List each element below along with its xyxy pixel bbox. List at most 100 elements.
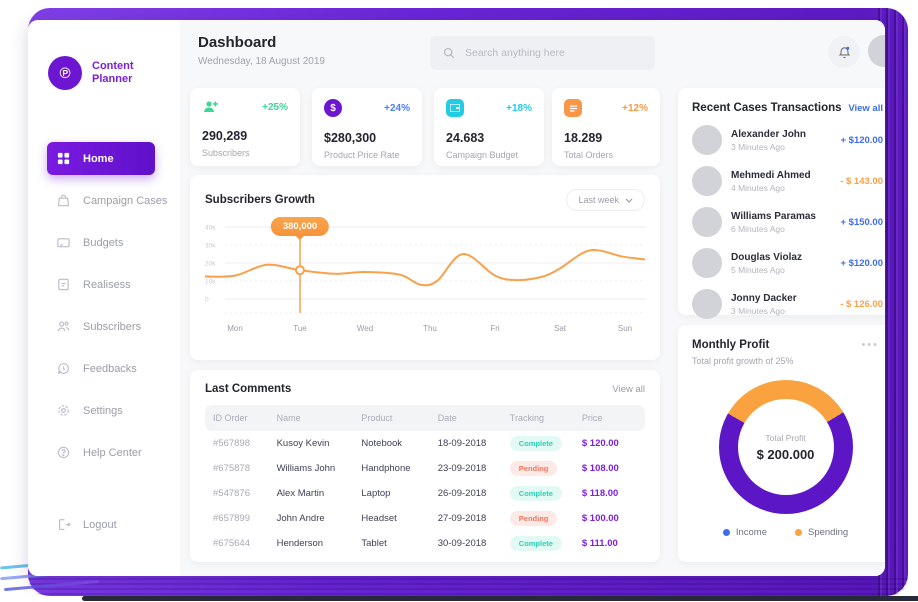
question-icon [57,446,70,459]
sidebar-item-realisess[interactable]: Realisess [28,268,180,301]
wallet-icon [446,99,464,117]
stat-delta: +18% [506,102,532,114]
table-row[interactable]: #567898 Kusoy Kevin Notebook 18-09-2018 Comp… [205,431,645,456]
table-cell: Henderson [276,538,324,549]
stat-value: 290,289 [202,129,248,143]
stat-card-campaign-budget: +18% 24.683 Campaign Budget [434,88,544,166]
sidebar-item-logout[interactable]: Logout [28,508,180,541]
table-cell: Handphone [361,463,411,474]
sidebar-item-label: Settings [83,404,123,417]
transaction-item[interactable]: Alexander John 3 Minutes Ago + $120.00 [692,125,883,155]
stat-delta: +25% [262,101,288,113]
dollar-icon: $ [324,99,342,117]
transaction-name: Williams Paramas [731,210,816,222]
brand: ℗ Content Planner [28,56,180,90]
y-axis-label: 40k [205,225,216,232]
subscribers-growth-card: Subscribers Growth Last week 40k 30k 20k 10… [190,175,660,360]
search-input[interactable] [465,47,643,59]
price-cell: $ 108.00 [581,463,619,474]
bag-icon [57,194,70,207]
table-cell: John Andre [276,513,325,524]
search-box[interactable] [430,36,655,70]
transaction-name: Jonny Dacker [731,292,797,304]
app-window: ℗ Content Planner Home Campaign Cases Bu… [28,20,885,576]
table-row[interactable]: #675644 Henderson Tablet 30-09-2018 Complete… [205,531,645,556]
stat-value: 18.289 [564,131,603,145]
orders-icon [564,99,582,117]
stat-label: Subscribers [202,148,250,158]
chart-tooltip: 380,000 [270,217,330,236]
transaction-time: 5 Minutes Ago [731,264,785,275]
transactions-title: Recent Cases Transactions [692,102,842,114]
legend-income: Income [722,527,767,538]
sidebar-item-help-center[interactable]: Help Center [28,436,180,469]
transactions-view-all-link[interactable]: View all [848,102,883,114]
page-date: Wednesday, 18 August 2019 [198,56,325,67]
table-cell: Headset [361,513,397,524]
income-dot-icon [722,529,730,536]
range-label: Last week [578,195,619,205]
growth-chart: 40k 30k 20k 10k 0 Mon Tue Wed Thu Fri Sat Sun 380,0… [205,215,645,341]
table-cell: Williams John [276,463,336,474]
sidebar-item-label: Budgets [83,236,124,249]
sidebar-item-feedbacks[interactable]: Feedbacks [28,352,180,385]
table-row[interactable]: #547876 Alex Martin Laptop 26-09-2018 Comple… [205,481,645,506]
transaction-item[interactable]: Jonny Dacker 3 Minutes Ago - $ 126.00 [692,289,883,319]
stat-value: 24.683 [446,131,485,145]
y-axis-label: 30k [205,243,216,250]
sidebar-item-settings[interactable]: Settings [28,394,180,427]
table-row[interactable]: #675878 Williams John Handphone 23-09-2018 P… [205,456,645,481]
range-selector[interactable]: Last week [566,189,645,211]
people-icon [57,321,70,332]
search-icon [443,47,455,59]
table-cell: #657899 [213,513,250,524]
transaction-amount: - $ 126.00 [840,298,883,310]
last-comments-card: Last Comments View all ID Order Name Pro… [190,370,660,562]
stat-delta: +24% [384,102,410,114]
stat-card-subscribers: +25% 290,289 Subscribers [190,88,300,166]
table-cell: Notebook [361,438,403,449]
frame-streaks [28,578,908,596]
table-cell: 18-09-2018 [437,438,487,449]
transaction-amount: - $ 143.00 [840,175,883,187]
spending-dot-icon [795,529,802,536]
donut-center-value: $ 200.000 [756,446,815,462]
sidebar-item-campaign-cases[interactable]: Campaign Cases [28,184,180,217]
notifications-button[interactable] [828,36,860,68]
legend-income-label: Income [735,527,767,538]
table-cell: 30-09-2018 [437,538,487,549]
transaction-item[interactable]: Mehmedi Ahmed 4 Minutes Ago - $ 143.00 [692,166,883,196]
grid-icon [57,152,70,165]
comments-view-all-link[interactable]: View all [612,383,645,395]
status-badge: Complete [509,486,562,501]
transaction-amount: + $120.00 [840,134,883,146]
table-cell: 23-09-2018 [437,463,487,474]
x-axis-label: Wed [357,324,373,333]
sidebar-item-home[interactable]: Home [47,142,155,175]
user-avatar[interactable] [868,35,885,67]
x-axis-label: Thu [423,324,437,333]
transaction-item[interactable]: Douglas Violaz 5 Minutes Ago + $120.00 [692,248,883,278]
avatar [692,125,722,155]
highlight-marker[interactable] [295,265,305,276]
col-name: Name [276,413,301,423]
sidebar: ℗ Content Planner Home Campaign Cases Bu… [28,20,180,576]
status-badge: Complete [509,536,562,551]
profit-subtitle: Total profit growth of 25% [692,356,794,366]
x-axis-label: Sun [618,324,632,333]
sidebar-item-label: Subscribers [83,320,142,333]
table-cell: #547876 [213,488,250,499]
table-header: ID Order Name Product Date Tracking Pric… [205,405,645,431]
sidebar-item-label: Feedbacks [83,362,137,375]
sidebar-item-label: Campaign Cases [83,194,168,207]
stat-label: Total Orders [564,150,614,160]
sidebar-item-subscribers[interactable]: Subscribers [28,310,180,343]
more-menu-icon[interactable]: ••• [861,339,879,351]
table-row[interactable]: #657899 John Andre Headset 27-09-2018 Pendin… [205,506,645,531]
sidebar-item-budgets[interactable]: Budgets [28,226,180,259]
table-cell: Alex Martin [276,488,325,499]
profit-donut-chart: Total Profit $ 200.000 [718,380,853,514]
transaction-item[interactable]: Williams Paramas 6 Minutes Ago + $150.00 [692,207,883,237]
price-cell: $ 120.00 [581,438,619,449]
profit-title: Monthly Profit [692,339,770,351]
